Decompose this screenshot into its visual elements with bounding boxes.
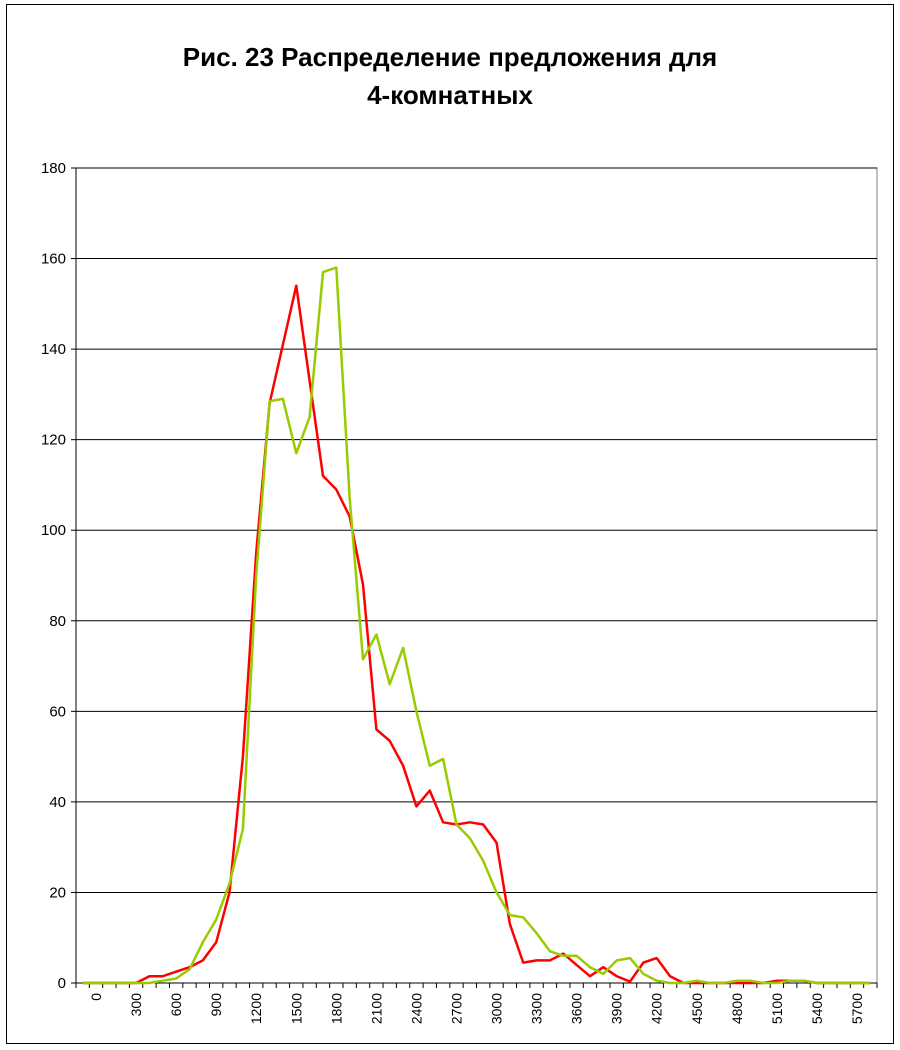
- y-tick-label-140: 140: [41, 341, 66, 358]
- x-tick-label-1800: 1800: [328, 993, 344, 1024]
- y-tick-label-60: 60: [49, 703, 66, 720]
- x-tick-label-4800: 4800: [729, 993, 745, 1024]
- x-tick-label-2400: 2400: [408, 993, 424, 1024]
- x-tick-label-3300: 3300: [529, 993, 545, 1024]
- x-tick-label-2100: 2100: [368, 993, 384, 1024]
- x-tick-label-3600: 3600: [569, 993, 585, 1024]
- x-tick-label-4200: 4200: [649, 993, 665, 1024]
- x-tick-label-300: 300: [128, 993, 144, 1017]
- y-tick-label-0: 0: [58, 975, 66, 992]
- y-tick-label-120: 120: [41, 432, 66, 449]
- x-tick-label-4500: 4500: [689, 993, 705, 1024]
- x-axis-ticks: 0 300 600 900 1200 1500 1800 2100 2400 2700 3000 33…: [75, 983, 878, 1024]
- x-tick-label-1500: 1500: [288, 993, 304, 1024]
- x-tick-label-3900: 3900: [609, 993, 625, 1024]
- x-tick-label-900: 900: [208, 993, 224, 1017]
- y-tick-label-40: 40: [49, 794, 66, 811]
- x-tick-label-5700: 5700: [849, 993, 865, 1024]
- chart-title-line2: 4-комнатных: [367, 80, 533, 110]
- x-tick-label-5100: 5100: [769, 993, 785, 1024]
- gridlines: [76, 167, 877, 893]
- y-tick-label-180: 180: [41, 160, 66, 177]
- x-tick-label-600: 600: [168, 993, 184, 1017]
- x-tick-label-0: 0: [88, 993, 104, 1001]
- x-tick-label-3000: 3000: [489, 993, 505, 1024]
- chart-title-line1: Рис. 23 Распределение предложения для: [182, 42, 718, 72]
- y-axis-ticks: 0 20 40 60 80 100 120 140 160 180: [41, 160, 76, 992]
- series-group: [82, 266, 871, 985]
- y-tick-label-160: 160: [41, 251, 66, 268]
- x-tick-label-2700: 2700: [448, 993, 464, 1024]
- chart-title: Рис. 23 Распределение предложения для 4-…: [0, 38, 900, 114]
- plot-area: [75, 167, 878, 984]
- series-line-2: [82, 266, 871, 985]
- y-tick-label-80: 80: [49, 613, 66, 630]
- y-tick-label-100: 100: [41, 522, 66, 539]
- series-line-1: [82, 284, 871, 985]
- x-tick-label-1200: 1200: [248, 993, 264, 1024]
- x-tick-label-5400: 5400: [809, 993, 825, 1024]
- y-tick-label-20: 20: [49, 884, 66, 901]
